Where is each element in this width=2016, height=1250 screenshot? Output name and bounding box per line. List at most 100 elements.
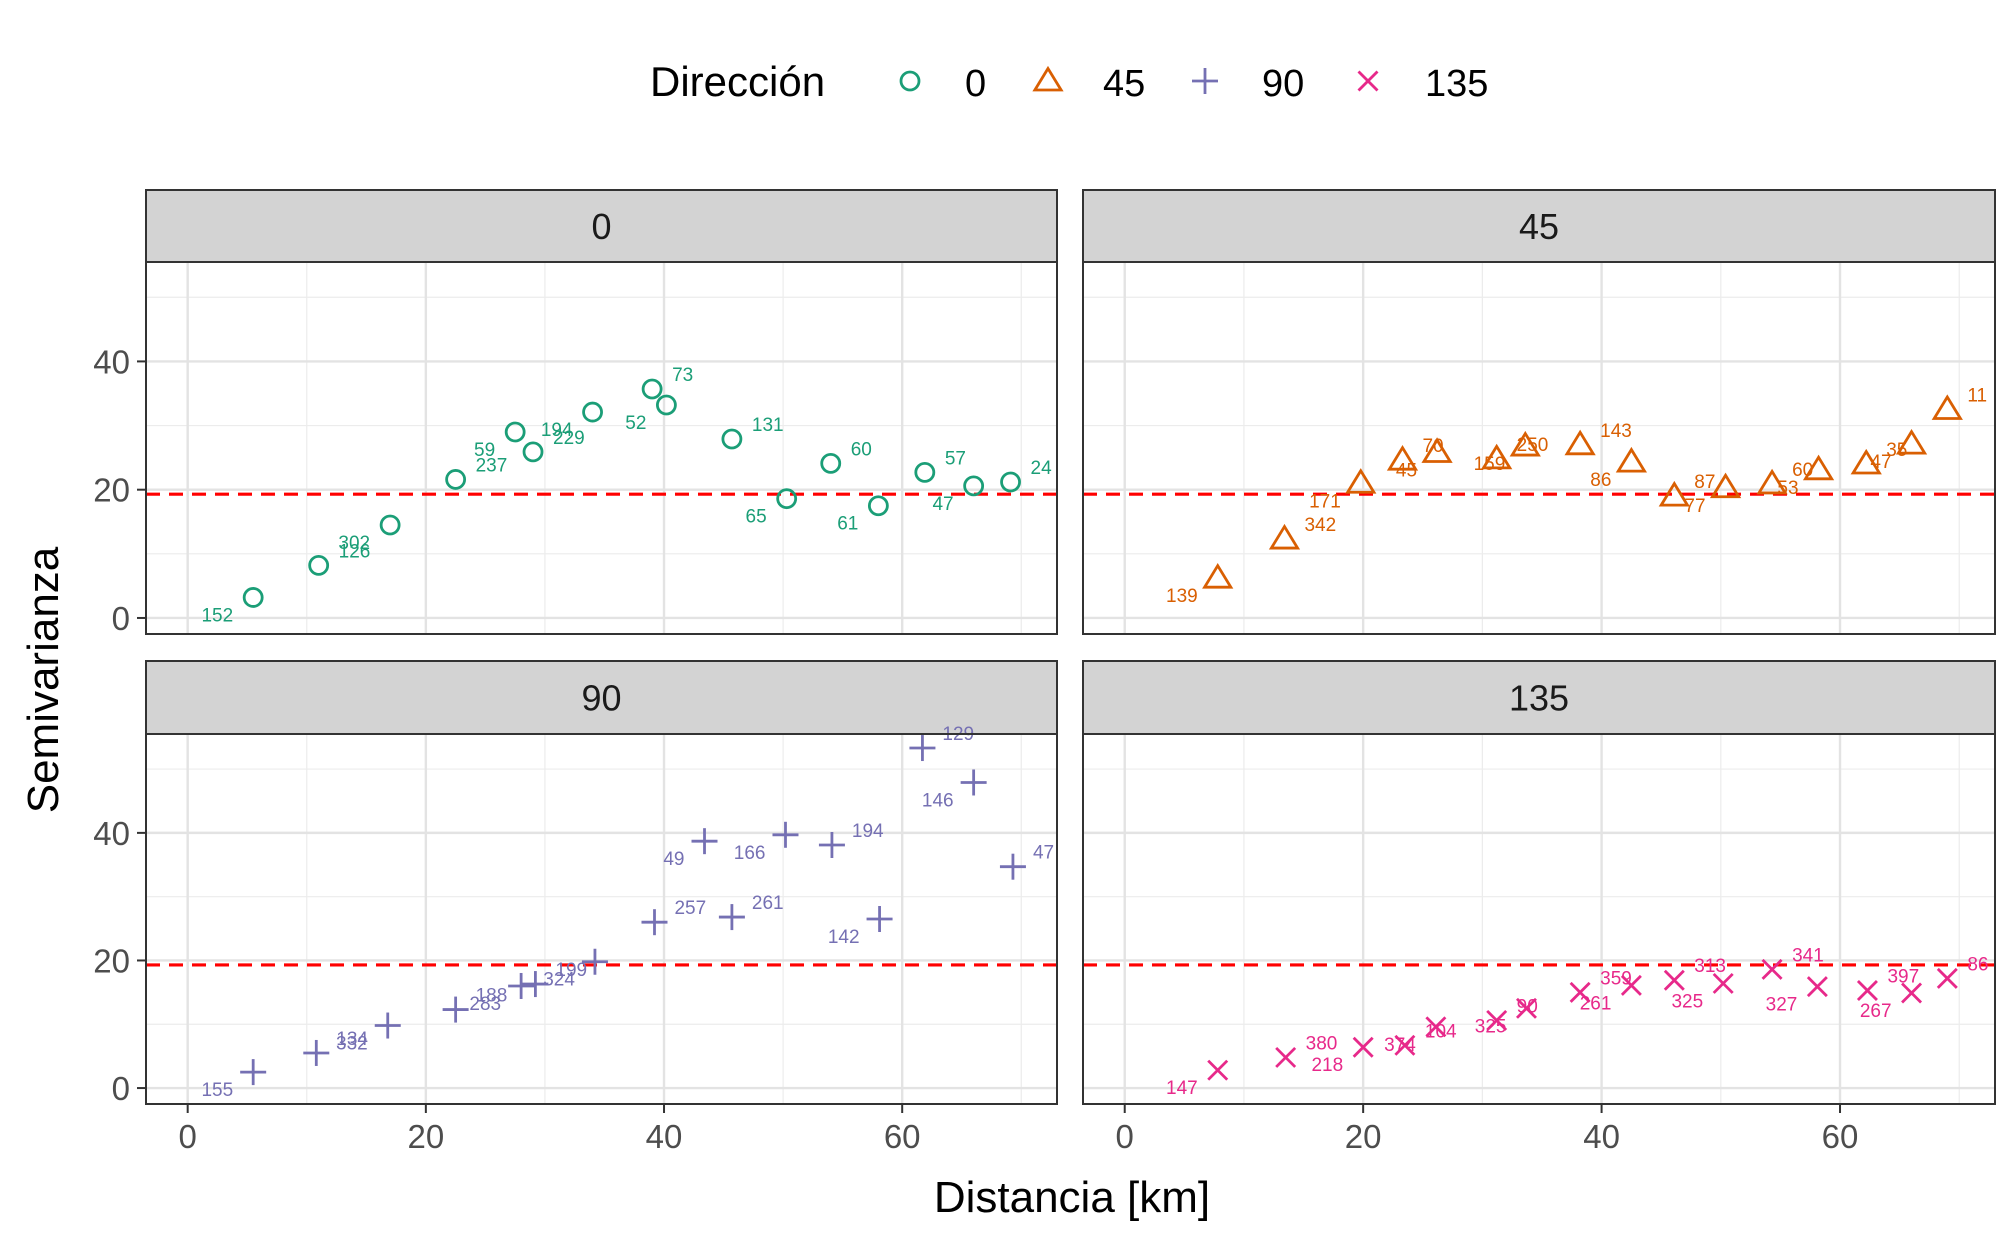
point-count-label: 86 (1590, 470, 1611, 491)
point (242, 587, 264, 608)
point (1394, 1034, 1416, 1056)
y-tick-label: 20 (93, 472, 130, 509)
panel-border (1082, 733, 1996, 1105)
point-count-label: 257 (674, 898, 706, 919)
point (1564, 429, 1596, 456)
point (1425, 1016, 1447, 1038)
point-count-label: 325 (1671, 991, 1703, 1012)
point-count-label: 171 (1309, 491, 1341, 512)
point-count-label: 47 (1033, 843, 1054, 864)
point-count-label: 188 (476, 986, 508, 1007)
point (909, 735, 936, 762)
plot-area (146, 734, 1057, 1104)
legend-key-0 (899, 70, 921, 92)
point (1802, 454, 1835, 481)
y-axis-title: Semivarianza (19, 546, 68, 813)
point (1352, 1036, 1374, 1058)
point-count-label: 77 (1684, 496, 1705, 517)
point (866, 906, 893, 932)
y-tick-label: 0 (112, 600, 130, 637)
plot-area (146, 262, 1057, 634)
point (914, 461, 936, 483)
y-tick-label: 40 (93, 815, 130, 852)
point (999, 853, 1026, 880)
point-count-label: 45 (1396, 460, 1417, 481)
legend-key-90 (1192, 68, 1218, 94)
x-tick-label: 40 (1583, 1118, 1620, 1155)
point-count-label: 302 (338, 533, 370, 554)
point (1275, 1046, 1297, 1068)
legend-key-45 (1032, 65, 1064, 92)
point (303, 1039, 330, 1066)
point-count-label: 143 (1600, 421, 1632, 442)
point (1615, 446, 1648, 473)
point (1709, 472, 1742, 499)
point (1712, 972, 1734, 994)
point-count-label: 327 (1766, 995, 1798, 1016)
y-tick-label: 20 (93, 942, 130, 979)
point (379, 514, 401, 536)
point (1569, 981, 1591, 1003)
point-count-label: 237 (476, 455, 508, 476)
point (374, 1012, 401, 1039)
point-count-label: 65 (746, 507, 767, 528)
point-count-label: 131 (752, 415, 784, 436)
plot-area (1083, 262, 1995, 634)
y-tick-label: 40 (93, 343, 130, 380)
point-count-label: 139 (1166, 586, 1198, 607)
point (1856, 979, 1878, 1001)
point (582, 401, 603, 423)
point (776, 488, 798, 510)
x-tick-label: 0 (179, 1118, 197, 1155)
point-count-label: 229 (553, 428, 585, 449)
point (445, 469, 467, 490)
strip-label-0: 0 (591, 206, 611, 247)
panel-border (145, 733, 1058, 1105)
point (442, 996, 469, 1023)
gridlines (1083, 262, 1995, 634)
point (522, 971, 549, 998)
point-count-label: 152 (201, 605, 233, 626)
point-count-label: 374 (1384, 1035, 1416, 1056)
point (504, 421, 526, 443)
x-tick-label: 40 (646, 1118, 683, 1155)
point-count-label: 313 (1694, 956, 1726, 977)
point-count-label: 341 (1792, 945, 1824, 966)
panel-135: 1351473802181043749032535926131332534132… (1082, 660, 1996, 1155)
point-count-label: 87 (1694, 472, 1715, 493)
point-count-label: 134 (336, 1029, 368, 1050)
legend-label-135: 135 (1425, 63, 1488, 105)
point-count-label: 324 (543, 970, 575, 991)
strip-label-45: 45 (1519, 206, 1559, 247)
legend-key-135 (1357, 70, 1379, 92)
point (1850, 448, 1882, 475)
x-tick-label: 60 (1822, 1118, 1859, 1155)
point-count-label: 218 (1311, 1055, 1343, 1076)
point (1386, 444, 1419, 471)
point-count-label: 47 (932, 494, 953, 515)
y-tick-label: 0 (112, 1070, 130, 1107)
point-count-label: 194 (541, 420, 573, 441)
point-count-label: 199 (555, 960, 587, 981)
point (1268, 523, 1301, 550)
point-count-label: 267 (1860, 1001, 1892, 1022)
legend: Dirección 0 45 90 135 (650, 58, 1488, 105)
point (641, 378, 663, 400)
plot-area (1083, 734, 1995, 1104)
point (1620, 974, 1642, 996)
point-count-label: 359 (1600, 968, 1632, 989)
panel-border (1082, 261, 1996, 635)
point (581, 948, 608, 975)
point-count-label: 261 (752, 893, 784, 914)
point-count-label: 342 (1304, 515, 1336, 536)
point (508, 972, 535, 999)
point (818, 832, 845, 858)
point-count-label: 47 (1870, 452, 1891, 473)
point (1895, 428, 1928, 455)
